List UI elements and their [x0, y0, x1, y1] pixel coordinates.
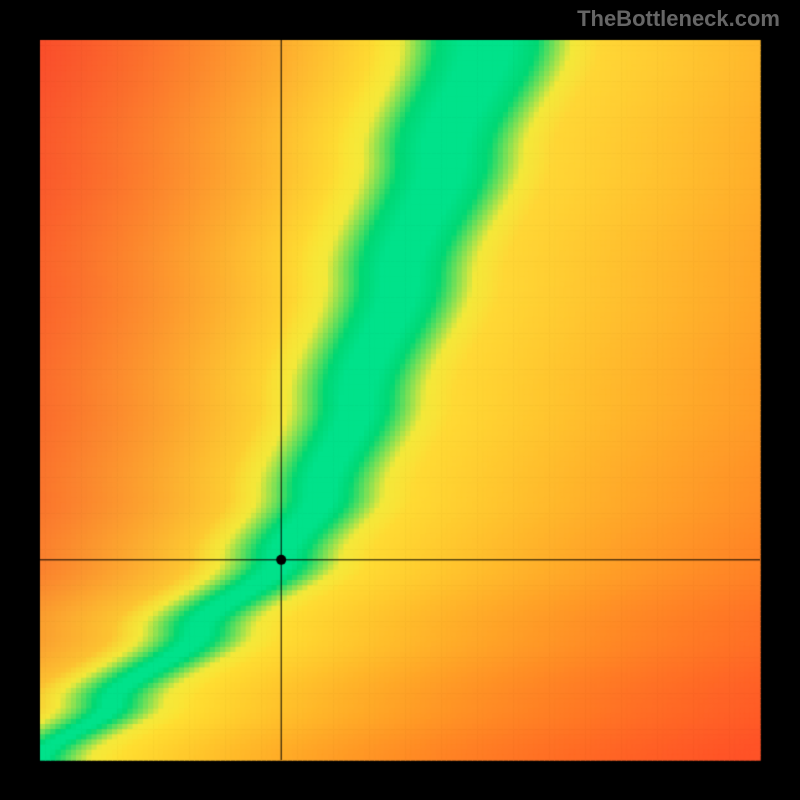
watermark-text: TheBottleneck.com — [577, 6, 780, 32]
bottleneck-heatmap — [0, 0, 800, 800]
chart-container: TheBottleneck.com — [0, 0, 800, 800]
